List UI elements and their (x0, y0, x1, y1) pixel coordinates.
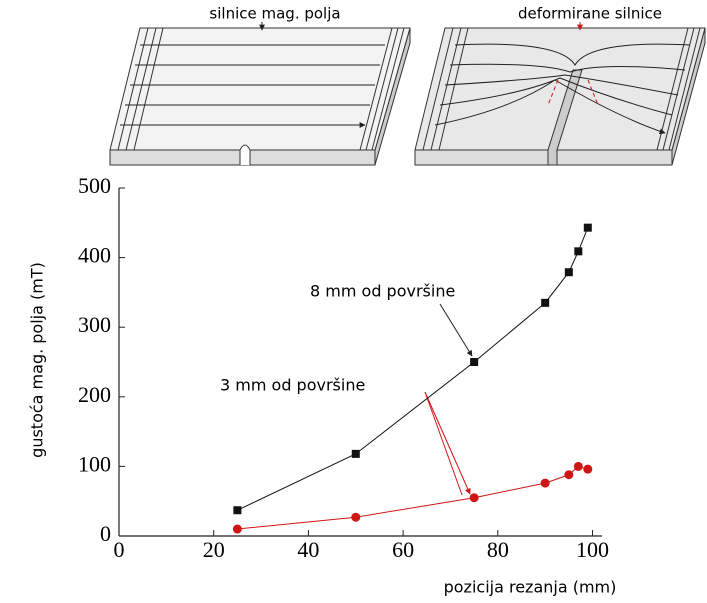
x-tick-label: 20 (203, 537, 225, 562)
left-slab (110, 22, 410, 165)
diagram-label: deformirane silnice (518, 5, 662, 23)
y-tick-label: 400 (78, 243, 111, 268)
x-tick-label: 100 (576, 537, 609, 562)
marker (583, 465, 592, 474)
marker (574, 462, 583, 471)
x-tick-label: 0 (114, 537, 125, 562)
x-axis-label: pozicija rezanja (mm) (444, 578, 617, 597)
marker (541, 479, 550, 488)
marker (584, 224, 592, 232)
diagram-label: silnice mag. polja (209, 5, 340, 23)
annotation-arrow (425, 392, 470, 494)
y-tick-label: 500 (78, 173, 111, 198)
y-tick-label: 300 (78, 312, 111, 337)
marker (233, 506, 241, 514)
x-tick-label: 40 (297, 537, 319, 562)
x-tick-label: 80 (487, 537, 509, 562)
annotation-arrow (440, 304, 472, 356)
marker (564, 470, 573, 479)
annotation: 3 mm od površine (220, 376, 365, 395)
y-tick-label: 0 (100, 521, 111, 546)
marker (351, 513, 360, 522)
marker (233, 525, 242, 534)
series-line (237, 228, 587, 511)
marker (541, 299, 549, 307)
series-line (237, 466, 587, 529)
marker (574, 247, 582, 255)
marker (352, 450, 360, 458)
y-tick-label: 100 (78, 451, 111, 476)
marker (470, 358, 478, 366)
annotation: 8 mm od površine (310, 282, 455, 301)
y-tick-label: 200 (78, 382, 111, 407)
x-tick-label: 60 (392, 537, 414, 562)
right-slab (415, 22, 705, 165)
marker (565, 268, 573, 276)
y-axis-label: gustoća mag. polja (mT) (28, 262, 47, 458)
figure: silnice mag. polja deformirane silnice 8… (0, 0, 707, 603)
page: {"chart_data": {"type": "line", "x_label… (0, 0, 707, 603)
annotation-arrow (425, 392, 462, 495)
marker (470, 493, 479, 502)
